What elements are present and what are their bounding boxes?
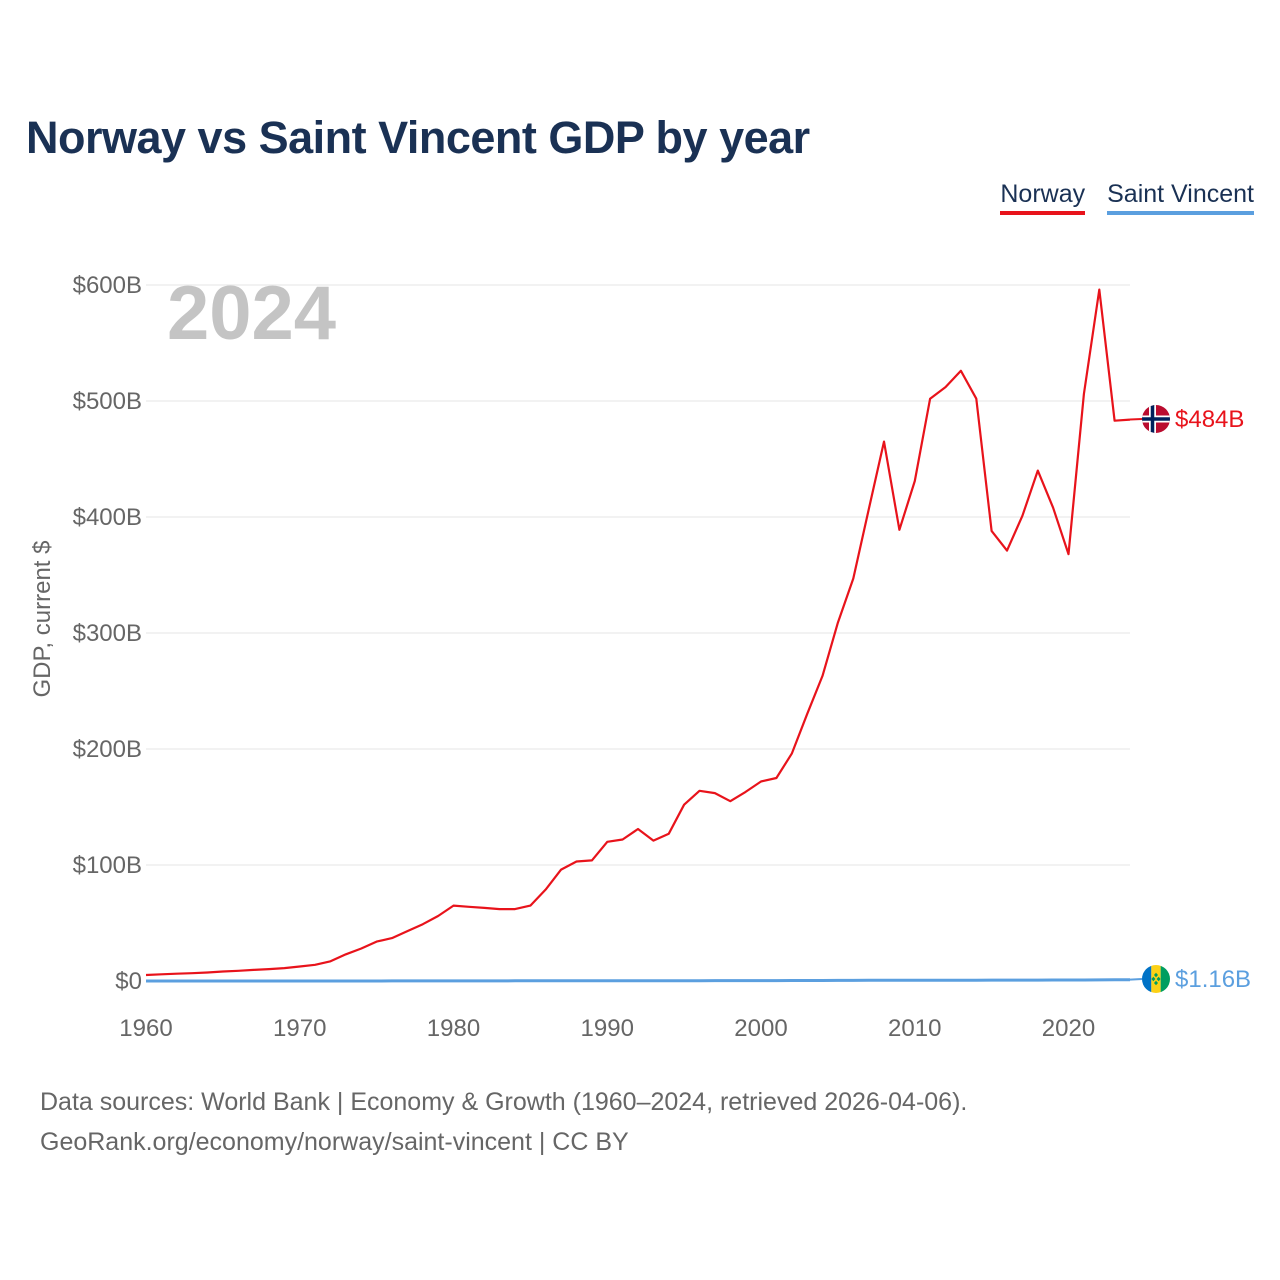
y-tick-label: $100B <box>73 852 142 879</box>
attribution-link[interactable]: GeoRank.org/economy/norway/saint-vincent… <box>40 1128 629 1156</box>
end-connector <box>1129 978 1143 981</box>
x-tick-label: 2010 <box>888 1015 941 1042</box>
y-tick-label: $600B <box>73 272 142 299</box>
chart-title: Norway vs Saint Vincent GDP by year <box>26 112 810 163</box>
legend-item-saint-vincent[interactable]: Saint Vincent <box>1107 180 1254 215</box>
legend-item-norway[interactable]: Norway <box>1000 180 1086 215</box>
legend: Norway Saint Vincent <box>1000 180 1254 215</box>
y-axis-label: GDP, current $ <box>29 541 56 698</box>
footer: Data sources: World Bank | Economy & Gro… <box>40 1082 967 1162</box>
y-tick-label: $0 <box>115 968 142 995</box>
data-source-note: Data sources: World Bank | Economy & Gro… <box>40 1088 968 1116</box>
y-tick-label: $500B <box>73 388 142 415</box>
saint-vincent-flag-icon <box>1142 965 1170 993</box>
x-tick-label: 2020 <box>1042 1015 1095 1042</box>
end-connector <box>1129 418 1143 421</box>
x-tick-label: 1980 <box>427 1015 480 1042</box>
end-value-label-norway: $484B <box>1175 406 1244 433</box>
series-end-markers: $484B $1.16B <box>1129 405 1251 993</box>
x-tick-label: 1990 <box>581 1015 634 1042</box>
y-axis-ticks: $0 $100B $200B $300B $400B $500B $600B <box>73 272 142 995</box>
series-lines <box>145 288 1131 983</box>
end-value-label-saint-vincent: $1.16B <box>1175 966 1251 993</box>
y-tick-label: $300B <box>73 620 142 647</box>
series-line-saint-vincent <box>146 978 1130 983</box>
gridlines <box>146 284 1130 866</box>
norway-flag-icon <box>1142 405 1170 433</box>
x-tick-label: 2000 <box>734 1015 787 1042</box>
year-watermark: 2024 <box>167 271 336 356</box>
y-tick-label: $400B <box>73 504 142 531</box>
x-tick-label: 1960 <box>119 1015 172 1042</box>
x-tick-label: 1970 <box>273 1015 326 1042</box>
y-tick-label: $200B <box>73 736 142 763</box>
x-axis-ticks: 1960 1970 1980 1990 2000 2010 2020 <box>119 1015 1095 1042</box>
series-line-norway <box>145 288 1131 977</box>
